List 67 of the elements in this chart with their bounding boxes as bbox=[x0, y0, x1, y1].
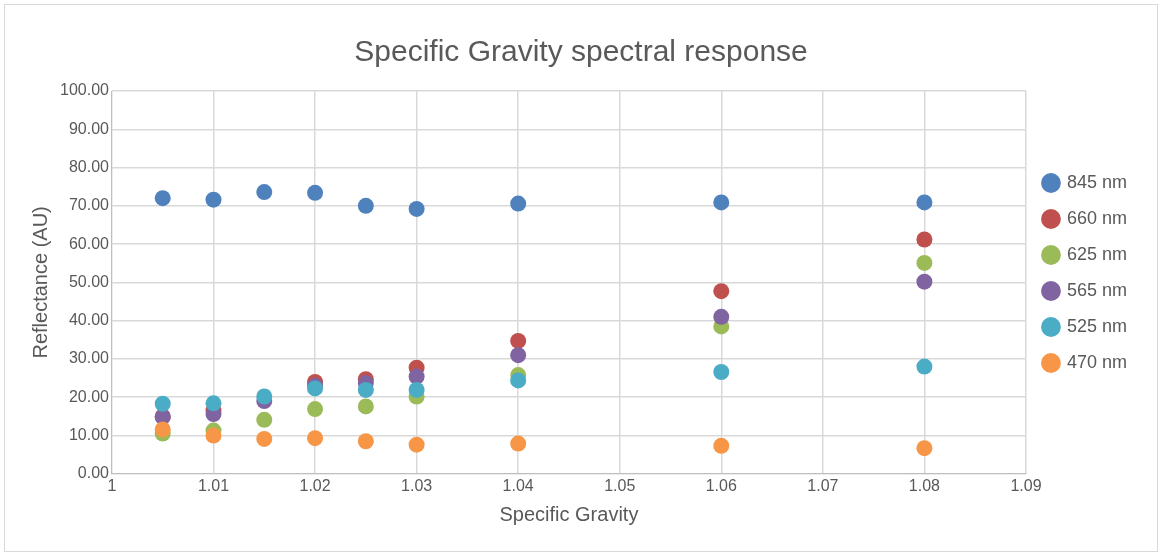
point bbox=[408, 381, 425, 398]
y-axis-title: Reflectance (AU) bbox=[28, 206, 51, 359]
legend-label: 470 nm bbox=[1066, 351, 1128, 372]
point bbox=[357, 433, 374, 450]
x-tick-label: 1.07 bbox=[807, 476, 839, 494]
point bbox=[205, 395, 222, 412]
point bbox=[307, 430, 324, 447]
point bbox=[510, 435, 527, 452]
point bbox=[510, 372, 527, 389]
y-tick-label: 90.00 bbox=[68, 119, 110, 137]
point bbox=[916, 358, 933, 375]
point bbox=[713, 308, 730, 325]
point bbox=[205, 427, 222, 444]
point bbox=[256, 184, 273, 201]
point bbox=[713, 194, 730, 211]
point bbox=[357, 398, 374, 415]
y-tick-label: 50.00 bbox=[68, 272, 110, 290]
point bbox=[408, 368, 425, 385]
point bbox=[154, 421, 171, 438]
point bbox=[916, 194, 933, 211]
y-tick-label: 40.00 bbox=[68, 311, 110, 329]
point bbox=[916, 273, 933, 290]
x-tick-label: 1.04 bbox=[502, 476, 534, 494]
x-tick-label: 1.01 bbox=[197, 476, 230, 494]
legend-label: 565 nm bbox=[1066, 279, 1128, 300]
legend-label: 525 nm bbox=[1066, 315, 1128, 336]
point bbox=[510, 332, 527, 349]
point bbox=[154, 190, 171, 207]
point bbox=[916, 231, 933, 248]
legend-label: 625 nm bbox=[1066, 243, 1128, 264]
point bbox=[256, 411, 273, 428]
point bbox=[510, 195, 527, 212]
x-tick-label: 1 bbox=[107, 476, 117, 494]
point bbox=[713, 283, 730, 300]
y-tick-label: 100.00 bbox=[60, 81, 110, 99]
point bbox=[713, 363, 730, 380]
point bbox=[510, 347, 527, 364]
x-tick-label: 1.03 bbox=[401, 476, 433, 494]
point bbox=[307, 184, 324, 201]
x-tick-label: 1.02 bbox=[299, 476, 331, 494]
point bbox=[408, 436, 425, 453]
y-tick-label: 20.00 bbox=[68, 387, 110, 405]
point bbox=[408, 200, 425, 217]
point bbox=[916, 440, 933, 457]
point bbox=[713, 437, 730, 454]
y-tick-label: 80.00 bbox=[68, 157, 110, 175]
y-tick-label: 70.00 bbox=[68, 196, 110, 214]
x-tick-label: 1.08 bbox=[908, 476, 941, 494]
y-tick-label: 30.00 bbox=[68, 349, 110, 367]
point bbox=[307, 401, 324, 418]
point bbox=[357, 381, 374, 398]
x-tick-label: 1.06 bbox=[705, 476, 737, 494]
x-axis-title: Specific Gravity bbox=[499, 502, 639, 525]
y-tick-label: 0.00 bbox=[77, 464, 110, 482]
y-tick-label: 10.00 bbox=[68, 425, 110, 443]
x-tick-label: 1.09 bbox=[1010, 476, 1042, 494]
point bbox=[916, 254, 933, 271]
point bbox=[357, 197, 374, 214]
legend-label: 845 nm bbox=[1066, 171, 1128, 192]
point bbox=[154, 395, 171, 412]
chart-title: Specific Gravity spectral response bbox=[354, 34, 808, 68]
y-tick-label: 60.00 bbox=[68, 234, 110, 252]
point bbox=[256, 430, 273, 447]
point bbox=[205, 191, 222, 208]
x-tick-label: 1.05 bbox=[604, 476, 636, 494]
legend-label: 660 nm bbox=[1066, 207, 1128, 228]
point bbox=[256, 388, 273, 405]
